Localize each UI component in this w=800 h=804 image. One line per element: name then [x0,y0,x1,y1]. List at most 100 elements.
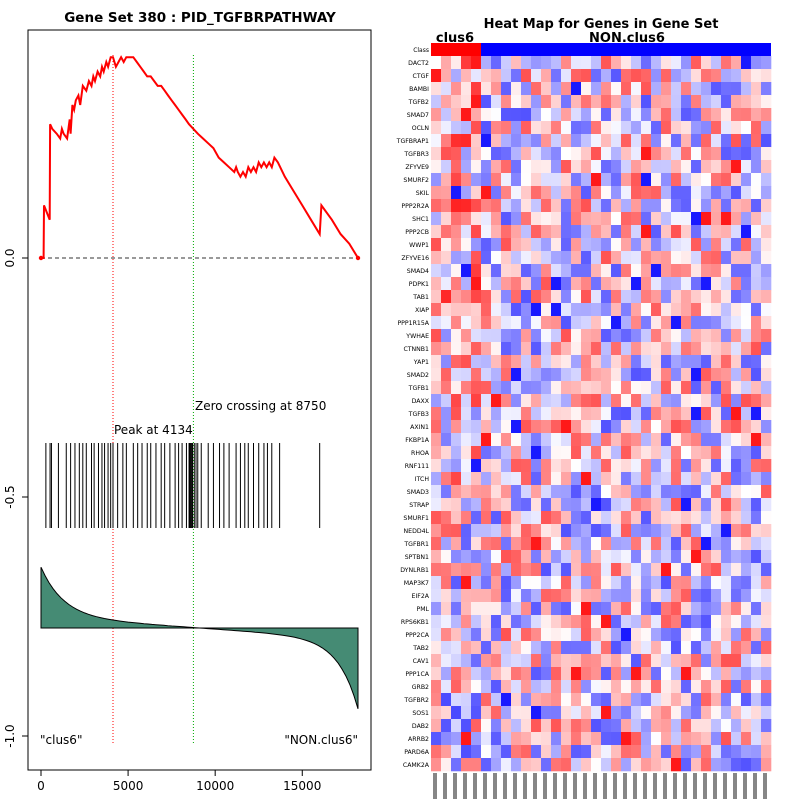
heatmap-cell [641,186,652,200]
heatmap-cell [541,329,552,343]
heatmap-cell [601,199,612,213]
heatmap-cell [441,732,452,746]
heatmap-cell [501,82,512,96]
heatmap-cell [501,238,512,252]
heatmap-cell [671,459,682,473]
heatmap-cell [761,69,772,83]
heatmap-cell [561,550,572,564]
heatmap-cell [611,654,622,668]
heatmap-cell [481,654,492,668]
heatmap-cell [501,212,512,226]
heatmap-cell [441,173,452,187]
heatmap-cell [721,433,732,447]
heatmap-cell [611,264,622,278]
heatmap-cell [591,147,602,161]
heatmap-cell [711,680,722,694]
heatmap-cell [631,251,642,265]
heatmap-cell [761,680,772,694]
heatmap-cell [751,134,762,148]
heatmap-cell [451,147,462,161]
heatmap-cell [491,225,502,239]
heatmap-cell [641,381,652,395]
heatmap-cell [661,602,672,616]
heatmap-cell [491,186,502,200]
heatmap-cell [711,355,722,369]
heatmap-cell [481,563,492,577]
heatmap-cell [531,745,542,759]
heatmap-cell [551,615,562,629]
heatmap-cell [621,719,632,733]
heatmap-cell [721,537,732,551]
heatmap-cell [521,394,532,408]
heatmap-cell [641,82,652,96]
heatmap-cell [561,615,572,629]
heatmap-cell [551,95,562,109]
heatmap-cell [721,238,732,252]
heatmap-cell [511,69,522,83]
heatmap-cell [431,407,442,421]
heatmap-cell [491,706,502,720]
heatmap-cell [441,290,452,304]
heatmap-cell [651,680,662,694]
heatmap-cell [571,680,582,694]
heatmap-cell [551,459,562,473]
heatmap-cell [531,641,542,655]
heatmap-cell [581,303,592,317]
heatmap-cell [481,758,492,772]
heatmap-cell [621,160,632,174]
heatmap-cell [621,667,632,681]
heatmap-cell [761,693,772,707]
heatmap-cell [761,290,772,304]
heatmap-cell [541,420,552,434]
enrichment-score-curve [38,55,361,261]
heatmap-cell [751,316,762,330]
gene-label: TGFBR1 [403,541,429,548]
heatmap-cell [641,576,652,590]
heatmap-cell [591,602,602,616]
heatmap-cell [601,121,612,135]
heatmap-cell [531,459,542,473]
heatmap-cell [521,368,532,382]
heatmap-cell [681,524,692,538]
heatmap-cell [481,706,492,720]
heatmap-cell [691,563,702,577]
heatmap-cell [661,628,672,642]
heatmap-cell [761,368,772,382]
heatmap-cell [591,472,602,486]
heatmap-cell [671,147,682,161]
heatmap-cell [541,706,552,720]
heatmap-cell [651,602,662,616]
heatmap-cell [681,472,692,486]
heatmap-cell [501,459,512,473]
sample-label-mark [433,773,437,799]
heatmap-cell [581,225,592,239]
heatmap-cell [591,225,602,239]
heatmap-cell [451,95,462,109]
heatmap-cell [561,654,572,668]
heatmap-cell [581,238,592,252]
heatmap-cell [451,459,462,473]
heatmap-cell [631,69,642,83]
heatmap-cell [671,563,682,577]
heatmap-cell [431,329,442,343]
heatmap-cell [621,758,632,772]
heatmap-cell [751,355,762,369]
heatmap-cell [511,277,522,291]
heatmap-cell [611,511,622,525]
heatmap-cell [611,641,622,655]
heatmap-cell [431,303,442,317]
heatmap-cell [441,355,452,369]
heatmap-cell [581,563,592,577]
heatmap-cell [521,134,532,148]
heatmap-cell [581,550,592,564]
heatmap-cell [651,108,662,122]
heatmap-cell [741,550,752,564]
gene-label: SPTBN1 [405,554,429,561]
heatmap-cell [551,485,562,499]
heatmap-cell [511,82,522,96]
heatmap-cell [441,420,452,434]
heatmap-cell [601,472,612,486]
heatmap-cell [741,173,752,187]
heatmap-cell [751,56,762,70]
